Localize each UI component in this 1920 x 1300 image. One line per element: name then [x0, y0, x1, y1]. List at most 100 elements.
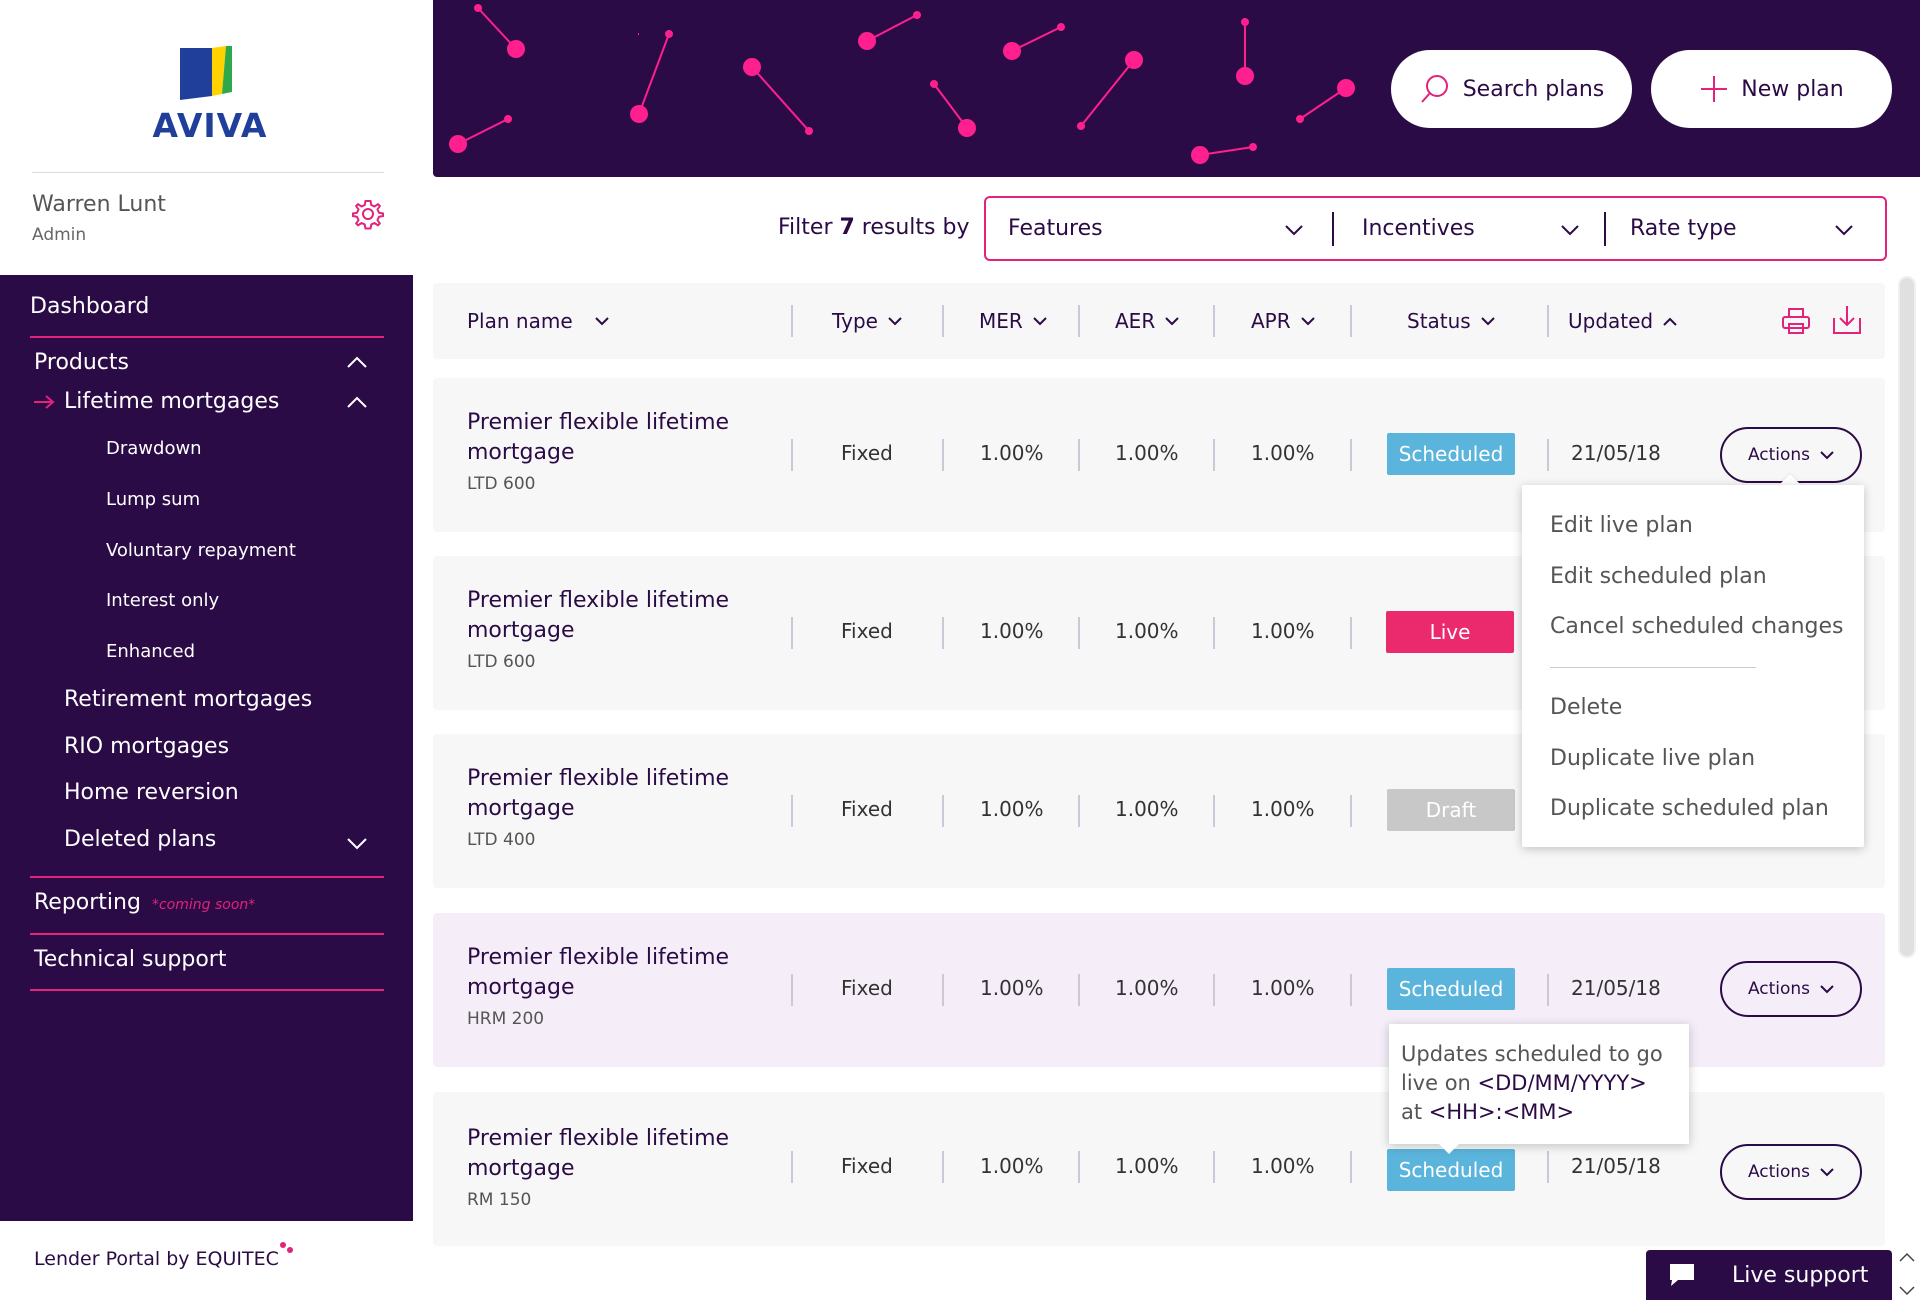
nav-technical-support[interactable]: Technical support	[34, 947, 227, 972]
footer-brand: Lender Portal by EQUITEC	[34, 1248, 279, 1270]
col-apr[interactable]: APR	[1251, 309, 1315, 333]
search-plans-label: Search plans	[1462, 76, 1605, 102]
plan-type: Fixed	[841, 1154, 893, 1178]
header-banner: Search plans New plan	[433, 0, 1920, 177]
column-separator	[1213, 439, 1215, 471]
col-aer[interactable]: AER	[1115, 309, 1179, 333]
nav-deleted-plans[interactable]: Deleted plans	[64, 827, 217, 852]
plan-name[interactable]: Premier flexible lifetime mortgage	[467, 945, 730, 1000]
nav-products[interactable]: Products	[34, 350, 129, 375]
chevron-down-icon	[1835, 225, 1853, 236]
actions-button[interactable]: Actions	[1720, 961, 1862, 1017]
chat-icon	[1670, 1264, 1694, 1286]
nav-reporting[interactable]: Reporting *coming soon*	[34, 890, 255, 915]
nav-sub-lump-sum[interactable]: Lump sum	[106, 489, 201, 510]
col-mer[interactable]: MER	[979, 309, 1047, 333]
column-separator	[1547, 439, 1549, 471]
menu-duplicate-scheduled-plan[interactable]: Duplicate scheduled plan	[1550, 796, 1829, 821]
col-plan-name[interactable]: Plan name	[467, 309, 609, 333]
plan-aer: 1.00%	[1115, 976, 1179, 1000]
filter-suffix: results by	[861, 215, 970, 240]
menu-cancel-scheduled-changes[interactable]: Cancel scheduled changes	[1550, 614, 1844, 639]
actions-label: Actions	[1747, 1162, 1811, 1182]
nav-lifetime-mortgages[interactable]: Lifetime mortgages	[64, 389, 280, 414]
chevron-down-icon	[1300, 316, 1315, 325]
chevron-down-icon	[1820, 984, 1834, 993]
column-separator	[1078, 1151, 1080, 1183]
plan-updated: 21/05/18	[1571, 976, 1661, 1000]
nav-dashboard[interactable]: Dashboard	[30, 294, 150, 319]
tooltip-line-1: Updates scheduled to go	[1401, 1042, 1663, 1066]
col-type[interactable]: Type	[832, 309, 902, 333]
col-updated[interactable]: Updated	[1568, 309, 1677, 333]
col-status[interactable]: Status	[1407, 309, 1495, 333]
plus-icon	[1701, 76, 1728, 102]
status-badge[interactable]: Scheduled	[1387, 968, 1515, 1010]
menu-duplicate-live-plan[interactable]: Duplicate live plan	[1550, 746, 1756, 771]
actions-button[interactable]: Actions	[1720, 1144, 1862, 1200]
column-separator	[1350, 439, 1352, 471]
nav-sub-drawdown[interactable]: Drawdown	[106, 438, 202, 459]
status-badge: Scheduled	[1387, 433, 1515, 475]
tooltip-at: at	[1401, 1100, 1429, 1124]
chevron-up-icon	[1663, 317, 1677, 326]
table-header: Plan name Type MER AER APR Status Update…	[433, 283, 1885, 359]
plan-mer: 1.00%	[980, 441, 1044, 465]
nav-rio-mortgages[interactable]: RIO mortgages	[64, 734, 230, 759]
filter-prefix: Filter	[778, 215, 833, 240]
nav-reporting-label: Reporting	[34, 890, 141, 915]
plan-type: Fixed	[841, 976, 893, 1000]
menu-edit-scheduled-plan[interactable]: Edit scheduled plan	[1550, 564, 1767, 589]
chevron-up-icon[interactable]	[346, 395, 368, 409]
scroll-down-icon[interactable]	[1898, 1282, 1916, 1300]
status-badge: Live	[1386, 611, 1514, 653]
col-status-label: Status	[1407, 309, 1471, 333]
plan-name[interactable]: Premier flexible lifetime mortgage	[467, 588, 730, 643]
chevron-down-icon	[888, 316, 902, 325]
new-plan-button[interactable]: New plan	[1651, 50, 1892, 128]
column-separator	[1350, 305, 1352, 337]
plan-name[interactable]: Premier flexible lifetime mortgage	[467, 410, 730, 465]
nav-divider	[30, 876, 384, 878]
chevron-up-icon[interactable]	[346, 355, 368, 369]
gear-icon[interactable]	[352, 198, 384, 230]
live-support-button[interactable]: Live support	[1646, 1250, 1892, 1300]
tooltip-line-2: live on <DD/MM/YYYY>	[1401, 1069, 1677, 1098]
nav-sub-enhanced[interactable]: Enhanced	[106, 641, 196, 662]
menu-delete[interactable]: Delete	[1550, 695, 1623, 720]
sidebar: Dashboard Products Lifetime mortgages Dr…	[0, 275, 413, 1221]
status-badge[interactable]: Scheduled	[1387, 1149, 1515, 1191]
column-separator	[1213, 795, 1215, 827]
coming-soon-note: *coming soon*	[151, 897, 256, 913]
nav-sub-voluntary-repayment[interactable]: Voluntary repayment	[106, 540, 296, 561]
plan-apr: 1.00%	[1251, 797, 1315, 821]
tooltip-date: <DD/MM/YYYY>	[1477, 1071, 1647, 1095]
aviva-flag-icon	[180, 46, 232, 100]
column-separator	[1213, 617, 1215, 649]
scroll-up-icon[interactable]	[1898, 1248, 1916, 1267]
filter-features-dropdown[interactable]: Features	[1008, 198, 1320, 259]
plan-apr: 1.00%	[1251, 441, 1315, 465]
plan-name[interactable]: Premier flexible lifetime mortgage	[467, 1126, 730, 1181]
nav-retirement-mortgages[interactable]: Retirement mortgages	[64, 687, 313, 712]
scrollbar-thumb[interactable]	[1900, 278, 1914, 956]
column-separator	[942, 974, 944, 1006]
user-divider	[32, 172, 384, 173]
chevron-down-icon[interactable]	[346, 836, 368, 850]
equitec-dots-icon	[278, 1240, 294, 1254]
print-icon[interactable]	[1781, 306, 1811, 340]
filter-rate-type-dropdown[interactable]: Rate type	[1630, 198, 1870, 259]
nav-divider	[30, 989, 384, 991]
filter-features-label: Features	[1008, 216, 1103, 241]
nav-home-reversion[interactable]: Home reversion	[64, 780, 239, 805]
menu-edit-live-plan[interactable]: Edit live plan	[1550, 513, 1693, 538]
tooltip-line-3: at <HH>:<MM>	[1401, 1098, 1677, 1127]
download-icon[interactable]	[1831, 304, 1863, 340]
column-separator	[1547, 305, 1549, 337]
aviva-logo[interactable]: AVIVA	[120, 40, 300, 150]
plan-aer: 1.00%	[1115, 1154, 1179, 1178]
filter-incentives-dropdown[interactable]: Incentives	[1362, 198, 1596, 259]
plan-name[interactable]: Premier flexible lifetime mortgage	[467, 766, 730, 821]
nav-sub-interest-only[interactable]: Interest only	[106, 590, 220, 611]
search-plans-button[interactable]: Search plans	[1391, 50, 1632, 128]
